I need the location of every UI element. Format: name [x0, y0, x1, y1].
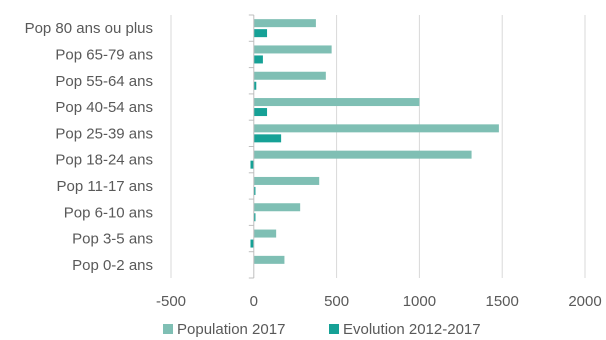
x-tick-labels: -500 0 500 1000 1500 2000 [156, 293, 602, 310]
axis [248, 14, 255, 279]
bar-evolution-2012-2017 [253, 134, 282, 143]
bar-population-2017 [253, 176, 320, 185]
bar-population-2017 [253, 150, 472, 159]
bar-evolution-2012-2017 [253, 81, 257, 90]
category-label: Pop 25-39 ans [55, 125, 153, 142]
category-label: Pop 65-79 ans [55, 46, 153, 63]
bar-evolution-2012-2017 [250, 160, 254, 169]
category-label: Pop 55-64 ans [55, 73, 153, 90]
bar-population-2017 [253, 98, 420, 107]
bar-evolution-2012-2017 [250, 239, 254, 248]
bar-population-2017 [253, 71, 326, 80]
category-label: Pop 11-17 ans [57, 178, 153, 195]
category-label: Pop 80 ans ou plus [25, 20, 153, 37]
category-label: Pop 3-5 ans [72, 231, 153, 248]
x-tick-label: -500 [156, 293, 186, 310]
bar-evolution-2012-2017 [253, 213, 256, 222]
bar-population-2017 [253, 124, 499, 133]
category-labels: Pop 80 ans ou plus Pop 65-79 ans Pop 55-64… [25, 20, 153, 274]
legend-swatch [329, 324, 339, 334]
bar-population-2017 [253, 19, 316, 28]
category-label: Pop 0-2 ans [72, 257, 153, 274]
category-label: Pop 18-24 ans [55, 152, 153, 169]
legend-swatch [163, 324, 173, 334]
bar-evolution-2012-2017 [253, 29, 268, 38]
x-tick-label: 2000 [568, 293, 601, 310]
bar-evolution-2012-2017 [253, 55, 263, 64]
bar-population-2017 [253, 203, 301, 212]
bar-evolution-2012-2017 [253, 108, 268, 117]
bar-population-2017 [253, 255, 285, 264]
bar-evolution-2012-2017 [253, 186, 256, 195]
bar-population-2017 [253, 229, 277, 238]
x-tick-label: 500 [324, 293, 349, 310]
legend-item-evolution-2012-2017: Evolution 2012-2017 [343, 321, 481, 338]
bar-population-2017 [253, 45, 332, 54]
legend-item-population-2017: Population 2017 [177, 321, 285, 338]
x-tick-label: 1500 [486, 293, 519, 310]
bars [250, 19, 499, 264]
gridlines [170, 15, 586, 278]
x-tick-label: 0 [250, 293, 258, 310]
x-tick-label: 1000 [403, 293, 436, 310]
category-label: Pop 6-10 ans [64, 204, 153, 221]
category-label: Pop 40-54 ans [55, 99, 153, 116]
legend: Population 2017 Evolution 2012-2017 [163, 321, 481, 338]
